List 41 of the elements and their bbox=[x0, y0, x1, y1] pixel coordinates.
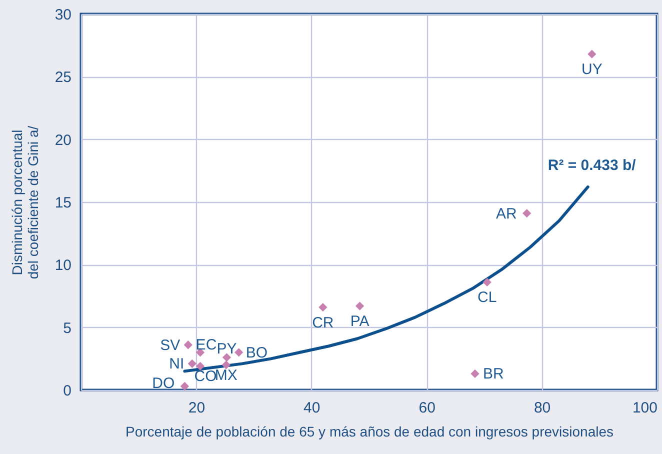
point bbox=[318, 302, 328, 312]
annotation: DO bbox=[152, 375, 175, 392]
point bbox=[588, 50, 596, 58]
annotation: MX bbox=[214, 366, 238, 384]
point bbox=[482, 278, 492, 287]
annotation: CO bbox=[194, 368, 217, 386]
y-tick-label: 10 bbox=[54, 257, 72, 274]
y-tick-label: 0 bbox=[63, 382, 72, 400]
annotation: AR bbox=[496, 205, 517, 222]
y-tick-label: 15 bbox=[54, 194, 72, 212]
annotation: CL bbox=[477, 289, 497, 306]
y-tick-label: 25 bbox=[54, 69, 72, 86]
x-axis-title: Porcentaje de población de 65 y más años de edad con ingresos previsionales bbox=[126, 424, 614, 440]
annotation: PA bbox=[350, 313, 370, 330]
point bbox=[522, 208, 532, 218]
annotation: NI bbox=[169, 356, 184, 373]
point bbox=[222, 360, 230, 370]
point bbox=[184, 340, 192, 350]
point bbox=[196, 362, 205, 371]
x-tick-label: 80 bbox=[534, 400, 551, 416]
annotation: R² = 0.433 b/ bbox=[548, 156, 637, 174]
point bbox=[470, 369, 480, 378]
y-tick-label: 20 bbox=[54, 132, 72, 149]
annotation: PY bbox=[216, 340, 237, 358]
point bbox=[222, 353, 232, 362]
x-tick-label: 100 bbox=[632, 400, 658, 416]
x-tick-label: 20 bbox=[188, 400, 206, 416]
y-tick-label: 5 bbox=[63, 320, 72, 337]
annotation: CR bbox=[312, 314, 334, 332]
y-axis-title: Disminución porcentual del coeficiente de Gini a/ bbox=[8, 126, 41, 280]
x-tick-label: 40 bbox=[304, 400, 320, 416]
annotation: BO bbox=[246, 344, 268, 362]
y-tick-label: 30 bbox=[54, 6, 72, 24]
annotation: UY bbox=[581, 61, 602, 78]
point bbox=[355, 302, 364, 310]
x-tick-label: 60 bbox=[418, 400, 436, 416]
annotation: SV bbox=[160, 336, 180, 354]
annotation: BR bbox=[482, 366, 504, 383]
annotation: EC bbox=[196, 336, 217, 354]
point bbox=[188, 359, 196, 368]
point bbox=[180, 382, 190, 391]
